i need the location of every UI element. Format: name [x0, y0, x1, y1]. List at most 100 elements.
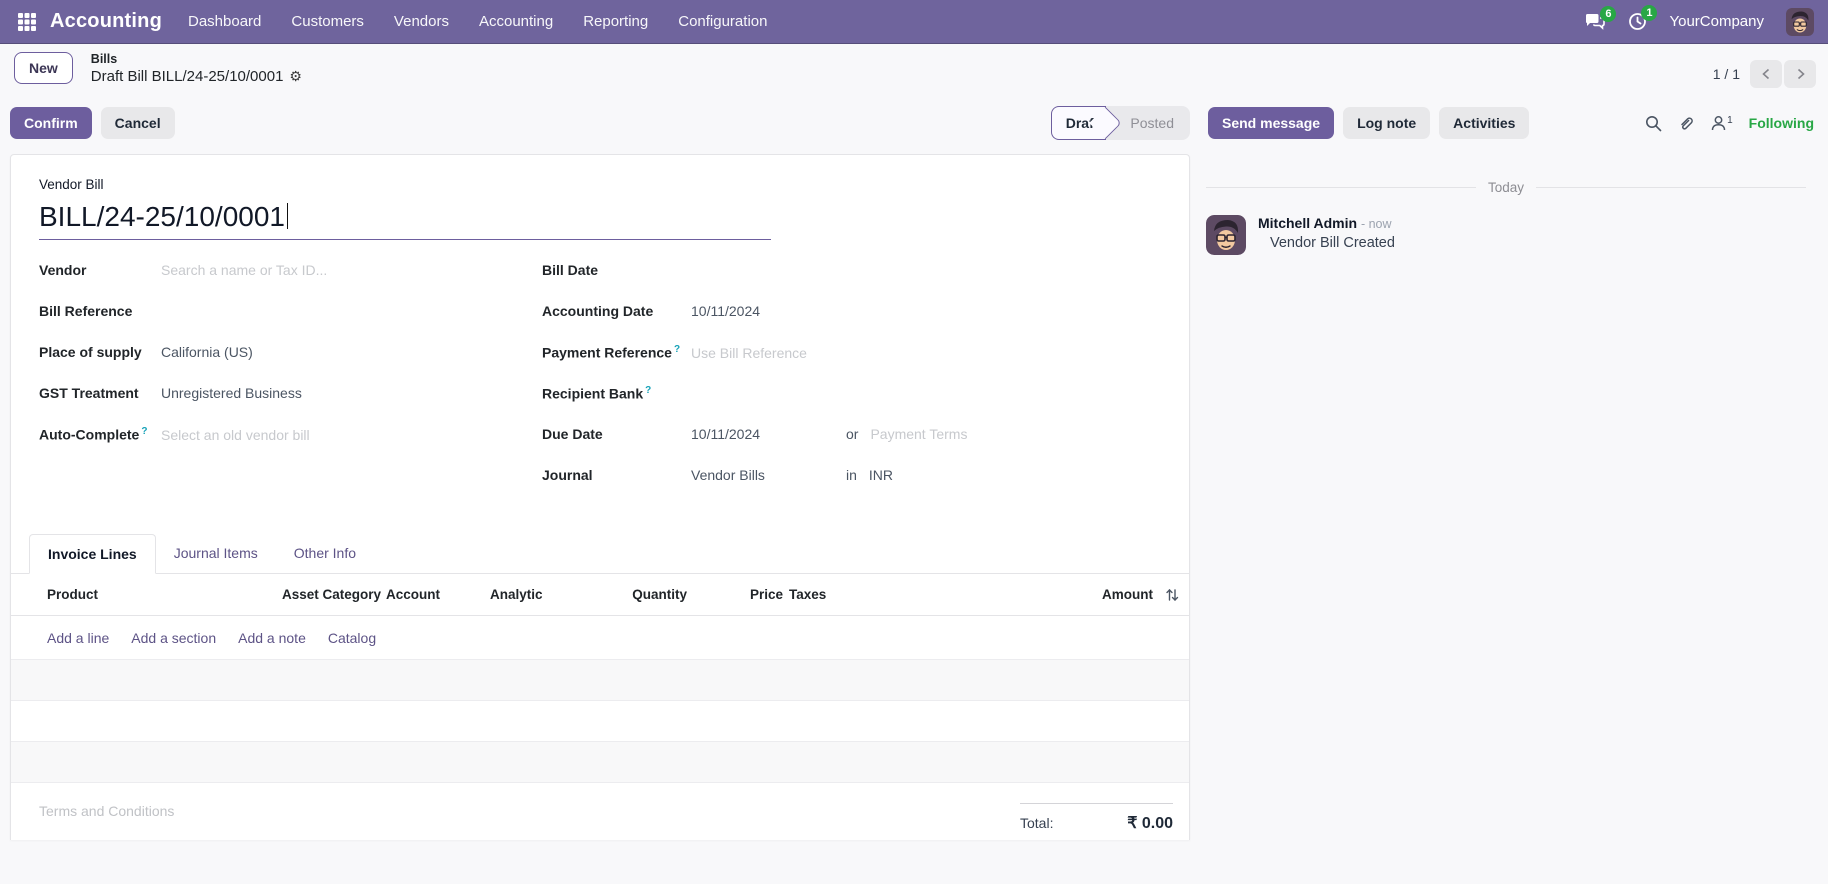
- col-asset-category: Asset Category: [282, 587, 382, 602]
- help-icon: ?: [141, 426, 148, 437]
- payment-terms-input[interactable]: Payment Terms: [870, 426, 968, 442]
- catalog-link[interactable]: Catalog: [327, 629, 377, 646]
- field-accounting-date: Accounting Date 10/11/2024: [542, 303, 1169, 328]
- line-actions-row: Add a line Add a section Add a note Cata…: [11, 616, 1189, 660]
- message-body: Vendor Bill Created: [1270, 235, 1395, 251]
- action-bar: Confirm Cancel Draft Posted Send message…: [0, 92, 1828, 154]
- fields-left-column: Vendor Search a name or Tax ID... Bill R…: [39, 262, 529, 508]
- followers-icon[interactable]: 1: [1711, 115, 1733, 131]
- top-nav: Accounting Dashboard Customers Vendors A…: [0, 0, 1828, 44]
- new-button[interactable]: New: [14, 52, 73, 84]
- invoice-lines-header: Product Asset Category Account Analytic …: [11, 574, 1189, 616]
- totals-block: Total: ₹ 0.00: [1020, 803, 1173, 833]
- field-bill-date: Bill Date: [542, 262, 1169, 287]
- add-a-line-link[interactable]: Add a line: [47, 629, 110, 646]
- form-sheet: Vendor Bill BILL/24-25/10/0001 Vendor Se…: [10, 154, 1190, 840]
- search-icon[interactable]: [1645, 115, 1662, 132]
- chatter-message[interactable]: Mitchell Admin - now Vendor Bill Created: [1206, 215, 1806, 255]
- field-label: Bill Reference: [39, 303, 133, 319]
- field-bill-reference: Bill Reference: [39, 303, 529, 328]
- chevron-left-icon[interactable]: [1750, 60, 1782, 88]
- field-label: Auto-Complete?: [39, 426, 148, 443]
- field-label: GST Treatment: [39, 385, 139, 401]
- col-taxes: Taxes: [789, 587, 827, 602]
- nav-item-customers[interactable]: Customers: [291, 13, 364, 30]
- breadcrumb: Bills Draft Bill BILL/24-25/10/0001 ⚙: [91, 52, 302, 86]
- cancel-button[interactable]: Cancel: [100, 107, 175, 139]
- field-label: Due Date: [542, 426, 603, 442]
- apps-grid-icon[interactable]: [14, 9, 40, 35]
- tab-journal-items[interactable]: Journal Items: [173, 545, 258, 561]
- vendor-input[interactable]: Search a name or Tax ID...: [161, 262, 328, 278]
- breadcrumb-parent[interactable]: Bills: [90, 52, 118, 66]
- field-label: Bill Date: [542, 262, 599, 278]
- pager: 1 / 1: [1713, 52, 1816, 88]
- empty-row: [11, 701, 1189, 742]
- field-recipient-bank: Recipient Bank?: [542, 385, 1169, 410]
- statusbar: Draft Posted: [1050, 106, 1190, 140]
- text-caret: [286, 203, 289, 229]
- activities-clock-icon[interactable]: 1: [1628, 5, 1658, 31]
- terms-and-conditions-input[interactable]: Terms and Conditions: [39, 803, 175, 819]
- empty-row: [11, 742, 1189, 783]
- field-journal: Journal Vendor Bills in INR: [542, 467, 1169, 492]
- journal-input[interactable]: Vendor Bills: [691, 467, 765, 483]
- nav-item-accounting[interactable]: Accounting: [478, 13, 554, 30]
- tab-invoice-lines[interactable]: Invoice Lines: [29, 534, 156, 574]
- activities-button[interactable]: Activities: [1439, 107, 1530, 139]
- notebook-tabs: Invoice Lines Journal Items Other Info: [11, 534, 1189, 574]
- add-a-note-link[interactable]: Add a note: [238, 629, 306, 646]
- auto-complete-input[interactable]: Select an old vendor bill: [161, 426, 310, 443]
- send-message-button[interactable]: Send message: [1208, 107, 1335, 139]
- due-date-input[interactable]: 10/11/2024: [691, 426, 761, 442]
- columns-adjust-icon[interactable]: [1153, 588, 1189, 602]
- field-label: Payment Reference?: [542, 344, 681, 361]
- field-label: Accounting Date: [542, 303, 654, 319]
- breadcrumb-current: Draft Bill BILL/24-25/10/0001: [90, 67, 284, 85]
- accounting-date-input[interactable]: 10/11/2024: [691, 303, 761, 319]
- add-a-section-link[interactable]: Add a section: [131, 629, 217, 646]
- payment-reference-input[interactable]: Use Bill Reference: [691, 344, 807, 361]
- field-gst-treatment: GST Treatment Unregistered Business: [39, 385, 529, 410]
- nav-item-configuration[interactable]: Configuration: [678, 13, 768, 30]
- field-auto-complete: Auto-Complete? Select an old vendor bill: [39, 426, 529, 451]
- tab-other-info[interactable]: Other Info: [293, 545, 357, 561]
- company-switcher[interactable]: YourCompany: [1669, 13, 1764, 30]
- empty-row: [11, 660, 1189, 701]
- currency-input[interactable]: INR: [868, 467, 894, 483]
- status-draft[interactable]: Draft: [1050, 106, 1107, 140]
- chevron-right-icon[interactable]: [1784, 60, 1816, 88]
- messages-icon[interactable]: 6: [1584, 5, 1617, 31]
- field-label: Journal: [542, 467, 593, 483]
- following-toggle[interactable]: Following: [1748, 115, 1814, 131]
- nav-item-dashboard[interactable]: Dashboard: [188, 13, 262, 30]
- document-type-label: Vendor Bill: [39, 177, 104, 192]
- col-account: Account: [386, 587, 440, 602]
- place-of-supply-input[interactable]: California (US): [161, 344, 253, 360]
- gst-treatment-input[interactable]: Unregistered Business: [161, 385, 302, 401]
- confirm-button[interactable]: Confirm: [10, 107, 92, 139]
- nav-item-reporting[interactable]: Reporting: [583, 13, 649, 30]
- field-label: Vendor: [39, 262, 87, 278]
- field-label: Place of supply: [39, 344, 142, 360]
- followers-count: 1: [1727, 115, 1733, 126]
- app-title[interactable]: Accounting: [50, 10, 162, 32]
- bill-number-input[interactable]: BILL/24-25/10/0001: [39, 201, 771, 240]
- total-value: ₹ 0.00: [1127, 815, 1173, 832]
- nav-item-vendors[interactable]: Vendors: [393, 13, 449, 30]
- control-panel: New Bills Draft Bill BILL/24-25/10/0001 …: [0, 44, 1828, 92]
- col-price: Price: [749, 587, 783, 602]
- fields-right-column: Bill Date Accounting Date 10/11/2024 Pay…: [542, 262, 1169, 508]
- gear-icon[interactable]: ⚙: [289, 68, 302, 85]
- paperclip-icon[interactable]: [1678, 115, 1695, 132]
- user-avatar[interactable]: [1786, 7, 1814, 36]
- field-payment-reference: Payment Reference? Use Bill Reference: [542, 344, 1169, 369]
- log-note-button[interactable]: Log note: [1343, 107, 1431, 139]
- pager-count: 1 / 1: [1712, 66, 1740, 82]
- field-join-text: in: [846, 467, 857, 483]
- col-amount: Amount: [1102, 587, 1153, 602]
- status-posted[interactable]: Posted: [1130, 115, 1174, 131]
- field-label: Recipient Bank?: [542, 385, 652, 402]
- chatter-panel: Today Mitchell Admin - now Vendor: [1190, 154, 1828, 840]
- col-analytic: Analytic: [490, 587, 543, 602]
